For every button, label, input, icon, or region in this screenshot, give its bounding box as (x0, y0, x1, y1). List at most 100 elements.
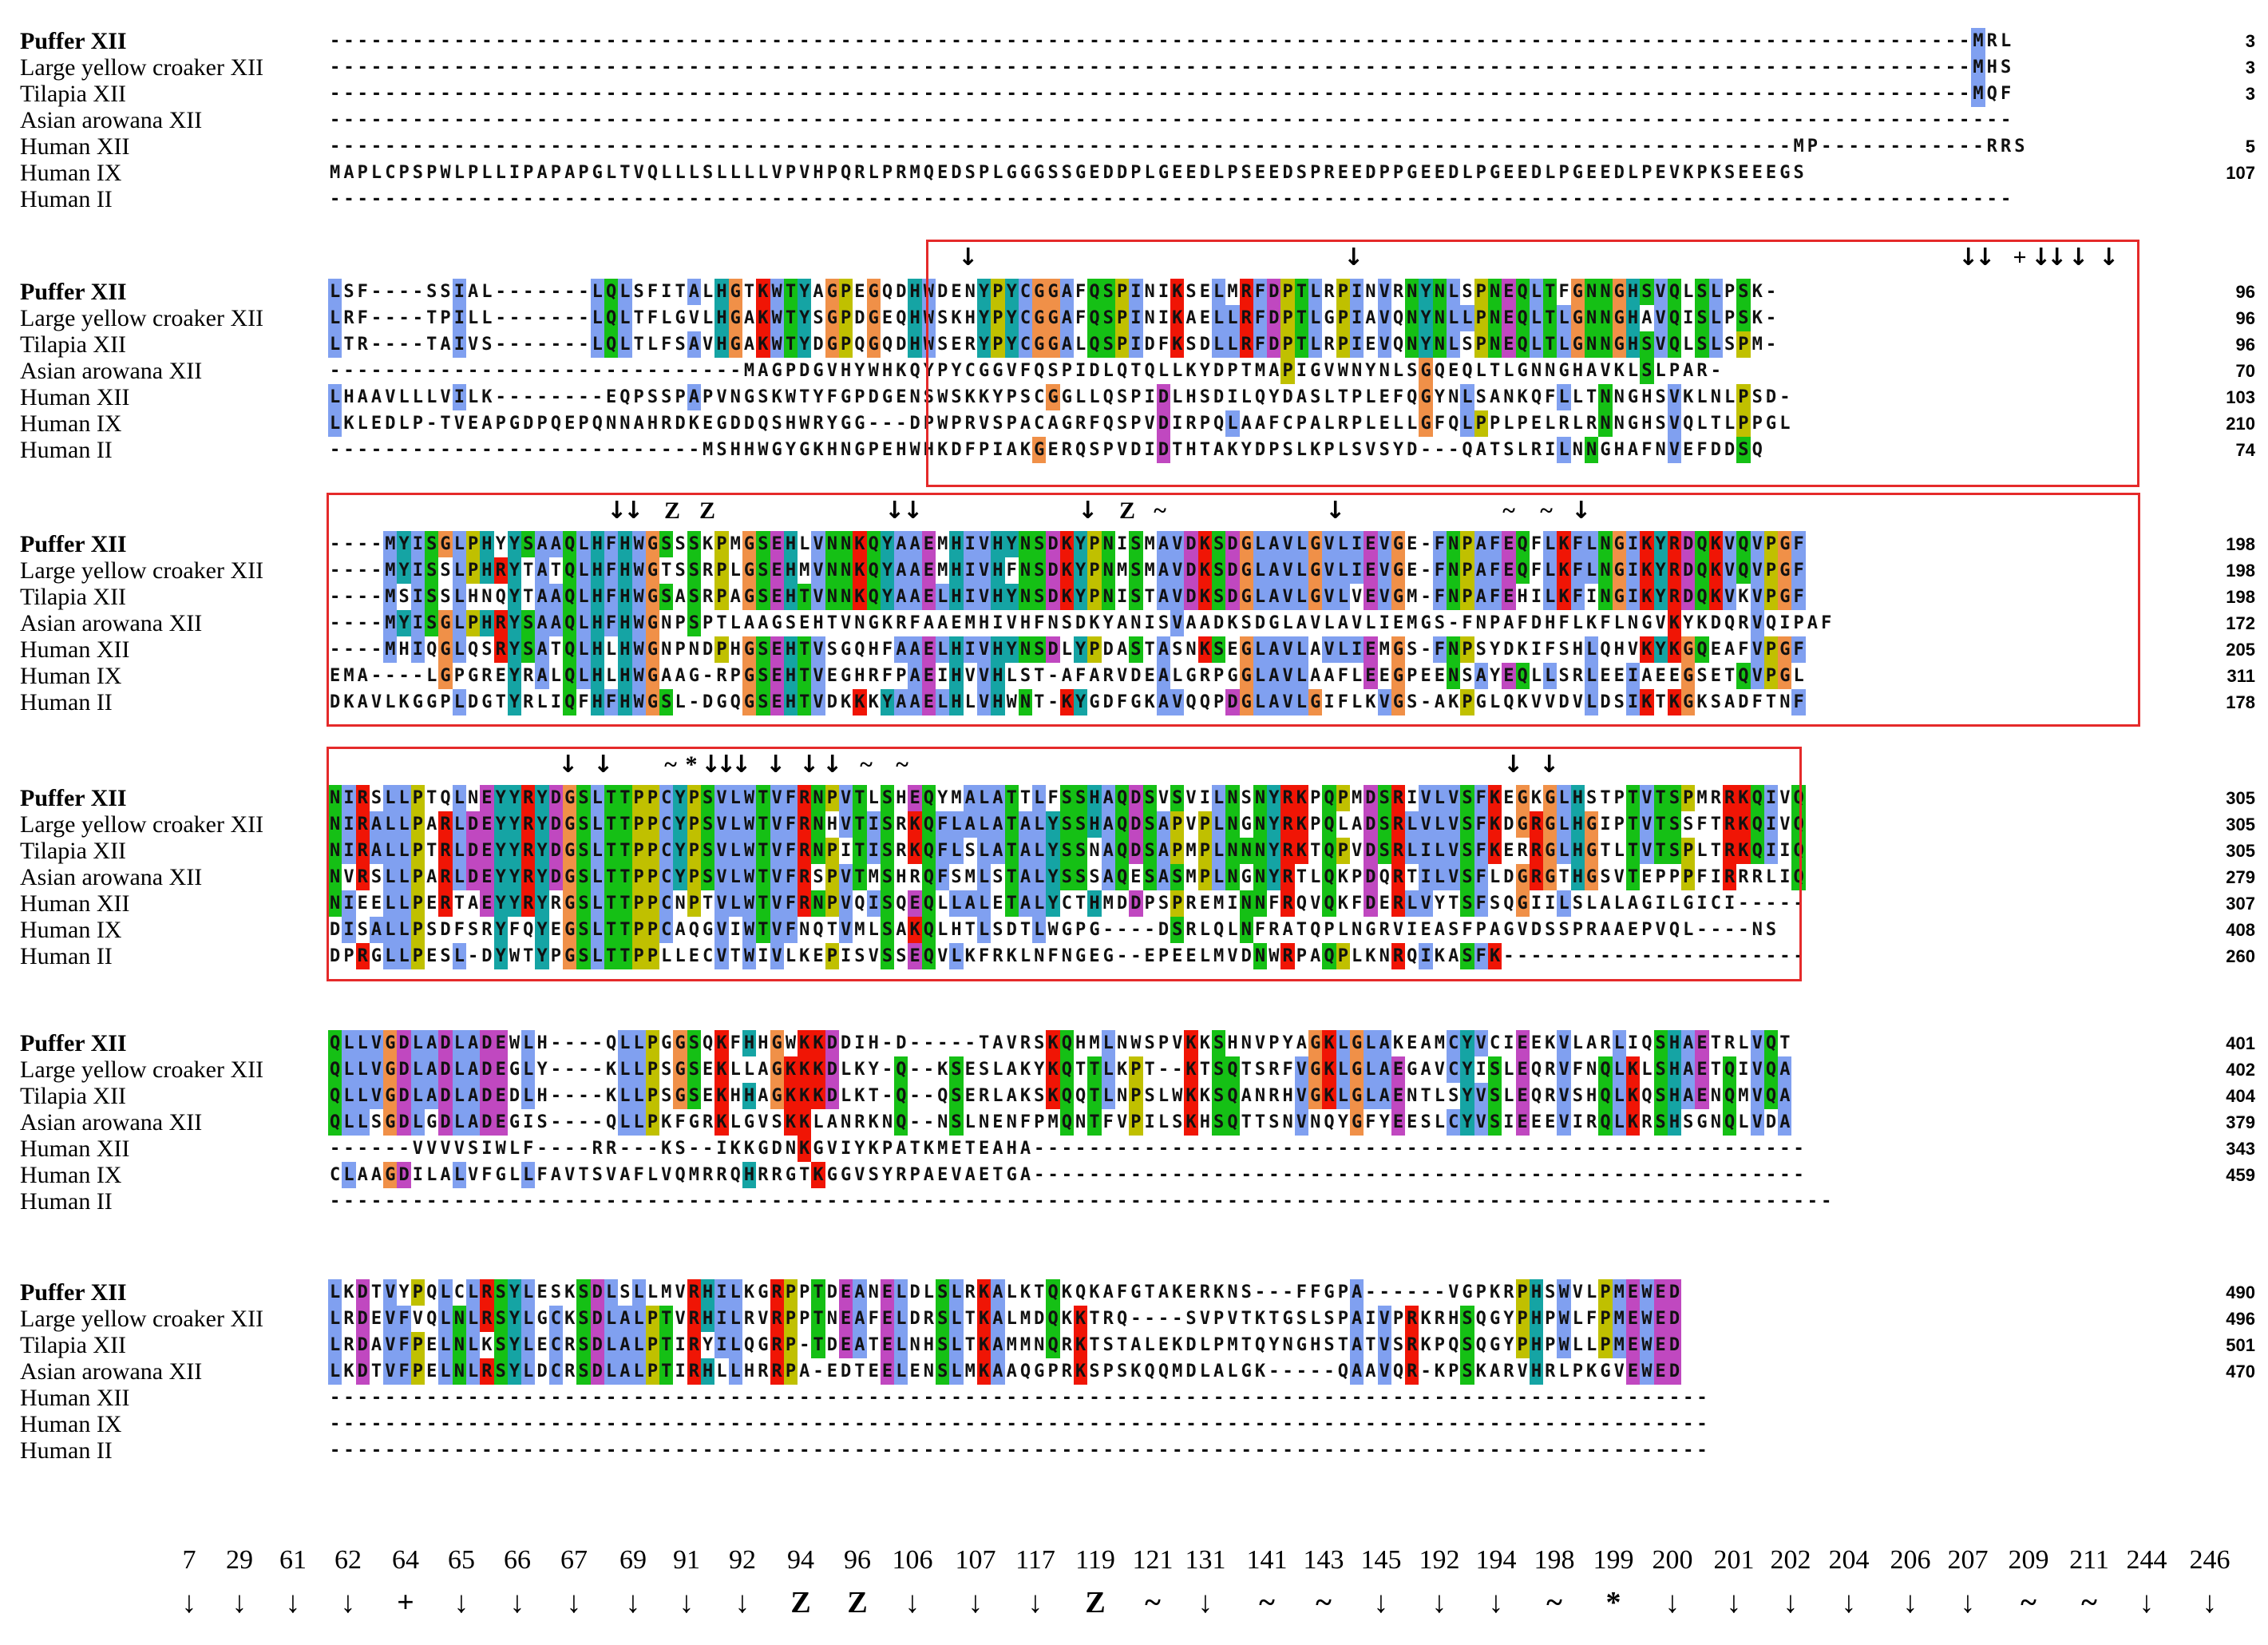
residue: H (896, 867, 907, 887)
residue: M (1116, 561, 1128, 581)
residue: - (1931, 110, 1942, 130)
residue: E (1600, 163, 1611, 183)
residue: L (465, 1306, 481, 1332)
residue: - (592, 1191, 603, 1211)
residue: A (426, 815, 437, 834)
residue: A (548, 531, 564, 557)
residue: R (771, 1165, 782, 1185)
residue: - (370, 640, 382, 660)
residue: F (1116, 692, 1128, 712)
residue: - (509, 110, 520, 130)
residue: - (1530, 946, 1542, 966)
residue: - (1448, 613, 1459, 633)
residue: E (826, 666, 837, 686)
residue: H (730, 640, 741, 660)
residue: L (1365, 387, 1376, 407)
residue: Y (535, 811, 549, 838)
residue: W (937, 387, 948, 407)
residue: M (383, 531, 398, 557)
residue: G (992, 361, 1003, 381)
residue: D (896, 1033, 907, 1053)
residue: R (1545, 1086, 1556, 1106)
residue: V (714, 811, 729, 838)
residue: G (813, 1139, 824, 1159)
residue: N (1585, 305, 1599, 331)
residue: K (1197, 557, 1212, 584)
residue: F (1047, 788, 1059, 808)
residue: D (825, 1056, 839, 1083)
residue: Y (507, 557, 522, 584)
residue: R (480, 1358, 494, 1385)
residue: - (1503, 84, 1514, 104)
residue: P (1475, 920, 1486, 940)
legend-symbol: ↓ (1431, 1586, 1447, 1619)
residue: - (1116, 189, 1128, 209)
residue: K (1708, 584, 1723, 610)
residue: A (687, 384, 702, 410)
residue: L (605, 640, 617, 660)
residue: - (1765, 137, 1777, 157)
residue: - (1089, 1191, 1100, 1211)
residue: - (1655, 1414, 1666, 1434)
residue: S (937, 335, 948, 355)
residue: L (949, 838, 964, 864)
residue: V (1474, 1030, 1488, 1056)
residue: - (1158, 1139, 1170, 1159)
residue: S (1241, 163, 1252, 183)
residue: I (1116, 587, 1128, 607)
residue: P (1336, 838, 1350, 864)
residue: - (1310, 1362, 1321, 1381)
residue: G (770, 1056, 784, 1083)
residue: - (536, 1414, 548, 1434)
residue: W (631, 610, 646, 636)
residue: S (1460, 1332, 1474, 1358)
residue: - (1061, 1139, 1072, 1159)
residue: E (493, 1109, 508, 1136)
residue: R (896, 613, 907, 633)
residue: W (770, 305, 784, 331)
residue: V (370, 692, 382, 712)
residue: I (1625, 584, 1641, 610)
residue: - (1254, 1388, 1266, 1408)
residue: - (385, 440, 396, 460)
residue: L (438, 1279, 453, 1306)
residue: - (1600, 84, 1611, 104)
legend-symbol: ↓ (904, 1586, 920, 1619)
residue: - (909, 1414, 920, 1434)
residue: M (1751, 335, 1763, 355)
residue: - (481, 1414, 493, 1434)
residue: L (728, 1358, 742, 1385)
residue: - (1876, 110, 1887, 130)
residue: G (1282, 1309, 1293, 1329)
residue: Q (921, 917, 936, 943)
residue: P (1034, 1112, 1045, 1132)
residue: L (383, 917, 398, 943)
residue: P (687, 811, 702, 838)
site-mark: ↓ (2031, 244, 2052, 272)
residue: - (758, 1191, 769, 1211)
residue: E (1655, 163, 1666, 183)
residue: H (1667, 1030, 1682, 1056)
residue: P (1213, 666, 1225, 686)
residue: - (440, 1191, 451, 1211)
residue: - (1683, 31, 1694, 51)
residue: - (1489, 1388, 1501, 1408)
residue: N (328, 864, 342, 890)
legend-position: 62 (334, 1545, 362, 1575)
residue: - (813, 110, 824, 130)
residue: - (1296, 31, 1308, 51)
residue: S (1212, 557, 1226, 584)
residue: - (1503, 946, 1514, 966)
residue: Q (921, 838, 936, 864)
residue: - (330, 1388, 341, 1408)
residue: D (1254, 440, 1266, 460)
residue: T (578, 1165, 589, 1185)
residue: F (783, 917, 798, 943)
residue: G (1241, 1362, 1252, 1381)
residue: - (619, 1414, 631, 1434)
residue: - (1613, 137, 1625, 157)
residue: I (1349, 636, 1364, 663)
residue: - (1254, 57, 1266, 77)
